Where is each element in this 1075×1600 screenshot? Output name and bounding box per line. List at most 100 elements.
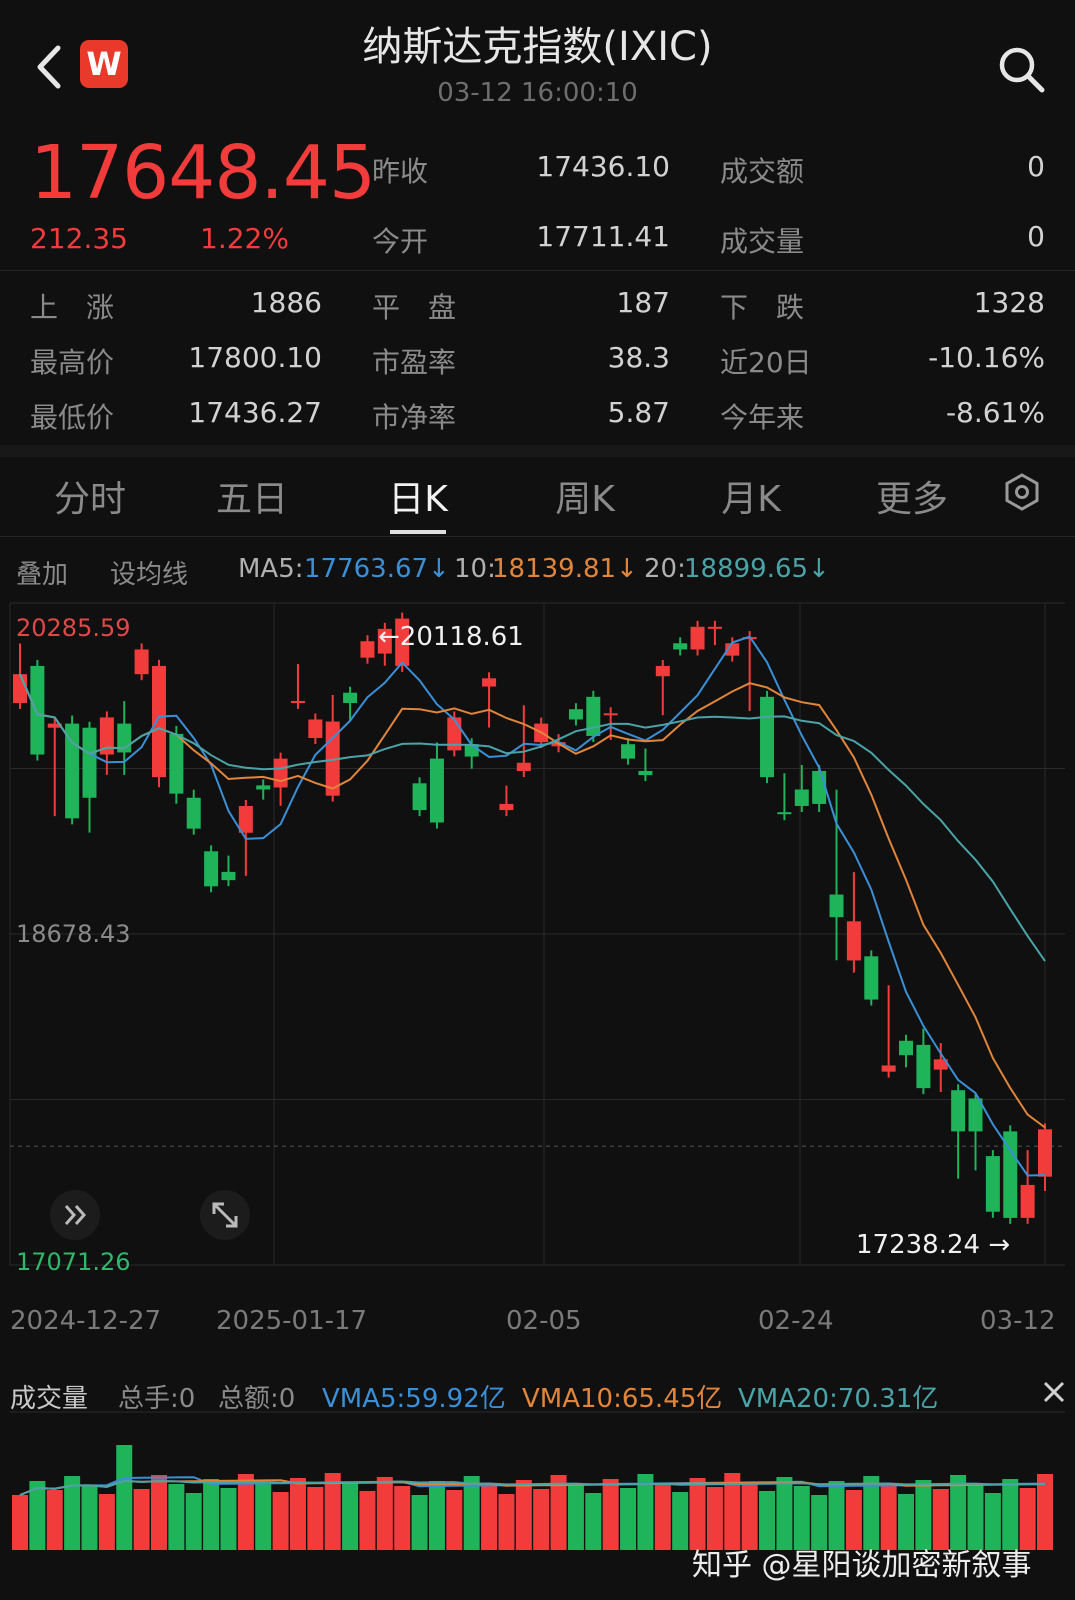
overlay-button[interactable]: 叠加 [16,560,69,590]
volume-bar [932,1489,949,1550]
ma20-line [19,673,1046,962]
candle-body [673,643,688,650]
volume-bar [515,1480,532,1550]
y-axis-max: 20285.59 [16,614,131,642]
double-chevron-right-icon [64,1205,87,1225]
volume-bar [411,1495,428,1550]
candle-body [899,1040,914,1056]
candle-body [812,770,827,804]
candle-body [655,665,670,677]
volume-bar [654,1483,671,1550]
expand-chart-button[interactable] [50,1190,100,1240]
volume-label: 成交量 [720,225,805,258]
expand-arrows-icon [212,1202,238,1228]
volume-bar [967,1484,984,1550]
set-ma-button[interactable]: 设均线 [110,560,189,590]
low-value: 17436.27 [188,396,322,429]
volume-bar [394,1486,411,1550]
turnover-label: 成交额 [720,155,805,188]
candle-body [429,758,444,823]
candle-body [777,812,792,815]
volume-bar [898,1494,915,1550]
chart-grid [9,602,1065,1266]
y-axis-mid: 18678.43 [16,920,131,948]
candle-body [221,871,236,881]
search-button[interactable] [996,44,1048,96]
volume-bar [828,1481,845,1550]
volume-bar [950,1475,967,1550]
candle-body [985,1156,1000,1212]
tab-monthly-k[interactable]: 月K [721,479,781,520]
volume-bar [168,1484,185,1550]
vma5-value: VMA5:59.92亿 [322,1384,506,1414]
volume-bar [359,1491,376,1550]
volume-bar [984,1493,1001,1550]
candle-body [933,1059,948,1070]
page-title: 纳斯达克指数(IXIC) [362,24,713,70]
x-axis-label: 03-12 [980,1306,1056,1336]
candle-body [916,1044,931,1089]
x-axis-label: 02-05 [506,1306,582,1336]
pe-label: 市盈率 [372,346,457,379]
candlestick-chart[interactable] [0,595,1075,1295]
volume-bar [776,1477,793,1550]
candle-body [134,649,149,675]
volume-bar [759,1491,776,1550]
volume-bar [1002,1479,1019,1550]
x-axis-label: 2024-12-27 [10,1306,162,1336]
candle-body [846,921,861,961]
tab-weekly-k[interactable]: 周K [555,479,615,520]
volume-bar [741,1482,758,1550]
ma10-label: 10: [454,554,496,584]
candle-body [516,762,531,771]
ma5-value: 17763.67↓ [304,554,450,584]
candle-body [482,678,497,687]
candle-body [586,696,601,736]
decliners-value: 1328 [973,286,1045,319]
volume-bar [255,1483,272,1550]
low-label: 最低价 [30,401,115,434]
tab-five-day[interactable]: 五日 [215,479,288,520]
candle-body [1020,1184,1035,1218]
volume-bars [12,1445,1053,1550]
chart-settings-button[interactable] [1002,472,1042,512]
candle-body [204,851,219,887]
candle-body [82,727,97,798]
candle-body [638,770,653,776]
candle-body [951,1090,966,1132]
brand-logo[interactable]: W [80,40,128,88]
volume-bar [585,1493,602,1550]
chg20-label: 近20日 [720,346,812,379]
candle-body [65,723,80,819]
ma5-line [19,635,1046,1177]
back-button[interactable] [30,42,70,92]
volume-bar [133,1489,150,1550]
volume-value: 0 [1027,220,1045,253]
volume-bar [307,1487,324,1550]
candle-body [499,803,514,811]
total-amount: 总额:0 [218,1384,296,1414]
volume-bar [203,1479,220,1550]
fullscreen-button[interactable] [200,1190,250,1240]
volume-bar [29,1481,46,1550]
tab-intraday[interactable]: 分时 [53,479,126,520]
y-axis-min: 17071.26 [16,1248,131,1276]
volume-bar [1019,1488,1036,1550]
volume-bar [498,1494,515,1550]
candle-body [1038,1129,1052,1177]
volume-bar [672,1492,689,1550]
candle-body [343,692,358,704]
close-volume-button[interactable] [1040,1378,1068,1406]
volume-bar [689,1478,706,1550]
volume-bar [706,1487,723,1550]
candle-body [290,700,305,704]
volume-bar [845,1490,862,1550]
volume-bar [98,1494,115,1550]
tab-daily-k[interactable]: 日K [388,479,448,520]
tab-more[interactable]: 更多 [875,479,948,520]
candle-body [621,744,636,759]
volume-bar [1037,1474,1053,1550]
volume-bar [724,1473,741,1550]
advancers-value: 1886 [250,286,322,319]
candle-body [169,733,184,794]
